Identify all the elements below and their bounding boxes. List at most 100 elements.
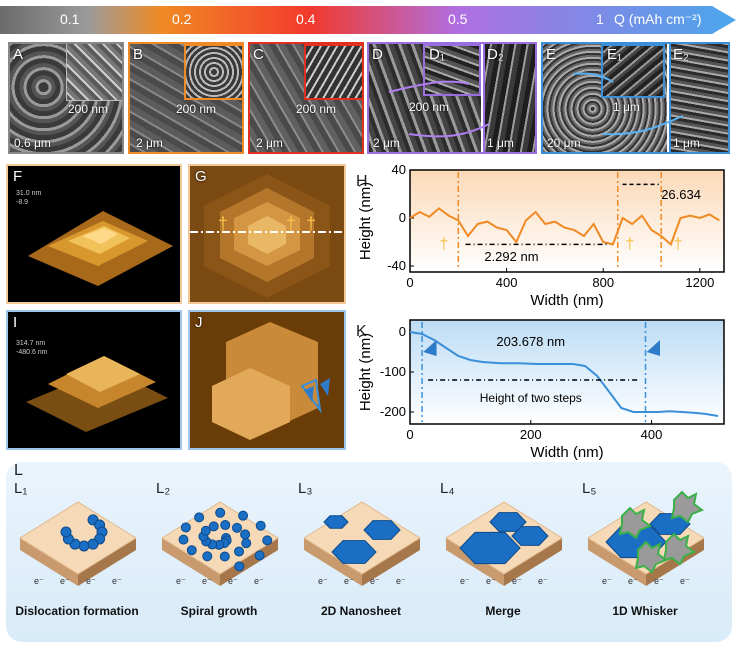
li-atom-sphere <box>200 525 211 536</box>
sem-panel-a: A 200 nm 0.6 μm <box>8 42 124 154</box>
merged-hexagon <box>459 531 521 565</box>
afm-3d-surface-i <box>26 356 168 432</box>
electron-label: e⁻ <box>60 576 70 586</box>
li-atom-sphere <box>241 538 252 549</box>
step-id-5: L₅ <box>582 480 597 497</box>
q-tick-3: 0.4 <box>296 11 316 27</box>
whisker-dendrite <box>634 540 669 574</box>
panel-letter-f: F <box>13 168 23 185</box>
li-atom-sphere <box>234 546 245 557</box>
chart-h: H 0 400 800 1200 40 0 -40 Width (nm) Height (nm) 2… <box>352 162 732 309</box>
d-arrows <box>388 80 490 138</box>
step-width-label: 2.292 nm <box>484 249 538 264</box>
substrate-side-left <box>304 538 362 586</box>
electron-label: e⁻ <box>344 576 354 586</box>
substrate-side-right <box>220 538 278 586</box>
panel-letter-j: J <box>195 314 203 331</box>
li-atom-sphere <box>234 561 245 572</box>
li-atom-sphere <box>232 522 243 533</box>
scale-bar-e: 20 μm <box>547 136 581 150</box>
inset-scale-a: 200 nm <box>68 102 109 116</box>
substrate-top <box>19 501 137 575</box>
scale-bar-a: 0.6 μm <box>14 136 51 150</box>
y-tick-label: -200 <box>380 404 406 419</box>
afm-i-z-max: 314.7 nm <box>16 340 46 347</box>
x-tick-label: 0 <box>406 275 413 290</box>
li-atom-sphere <box>78 540 90 552</box>
inset-d1 <box>423 44 481 96</box>
q-unit-label: Q (mAh cm⁻²) <box>614 11 702 27</box>
electron-label: e⁻ <box>254 576 264 586</box>
electron-label: e⁻ <box>228 576 238 586</box>
whisker-dendrite <box>662 532 697 566</box>
inset-b <box>184 44 242 100</box>
li-atom-sphere <box>220 520 231 531</box>
q-tick-4: 0.5 <box>448 11 468 27</box>
inset-scale-b: 200 nm <box>176 102 217 116</box>
electron-label: e⁻ <box>512 576 522 586</box>
step-marker-1 <box>423 340 437 356</box>
scale-bar-e2: 1 μm <box>673 136 700 150</box>
panel-letter-c: C <box>253 46 264 63</box>
li-atom-sphere <box>238 510 249 521</box>
schematic-l: L e⁻ e⁻ e⁻ e⁻ e⁻ e⁻ e⁻ e⁻ e⁻ e⁻ e⁻ e⁻ e⁻ e⁻ e⁻ e⁻ e⁻ e⁻ e⁻… <box>6 462 732 642</box>
x-tick-label: 1200 <box>685 275 714 290</box>
afm-panel-f: F 31.0 nm -8.9 <box>6 164 182 304</box>
series-line <box>409 207 720 247</box>
x-tick-label: 400 <box>641 427 663 442</box>
dagger-marker: † <box>625 236 634 253</box>
afm-f-z-min: -8.9 <box>16 199 29 206</box>
li-atom-sphere <box>254 550 265 561</box>
dagger-marker: † <box>439 236 448 253</box>
x-tick-label: 800 <box>592 275 614 290</box>
step-marker-2 <box>646 340 660 356</box>
y-tick-label: -100 <box>380 364 406 379</box>
x-tick-label: 400 <box>496 275 518 290</box>
nanosheet-hexagon <box>363 520 401 540</box>
q-tick-5: 1 <box>596 11 604 27</box>
electron-label: e⁻ <box>486 576 496 586</box>
li-atom-sphere <box>87 538 99 550</box>
scale-bar-b: 2 μm <box>136 136 163 150</box>
schematic-svg: e⁻ e⁻ e⁻ e⁻ e⁻ e⁻ e⁻ e⁻ e⁻ e⁻ e⁻ e⁻ e⁻ e⁻ e⁻ e⁻ e⁻ e⁻ e⁻ e⁻ <box>19 490 705 586</box>
step-width-label: 203.678 nm <box>496 334 565 349</box>
series-line <box>409 331 719 417</box>
li-atom-sphere <box>219 551 230 562</box>
electron-label: e⁻ <box>176 576 186 586</box>
plot-area <box>409 169 725 273</box>
afm-panel-j: J <box>188 310 346 450</box>
electron-label: e⁻ <box>654 576 664 586</box>
e2-image <box>669 44 728 152</box>
panel-letter-a: A <box>13 46 24 63</box>
inset-c <box>304 44 362 100</box>
inset-e1 <box>601 44 665 98</box>
scale-bar-c: 2 μm <box>256 136 283 150</box>
caption-dislocation: Dislocation formation <box>15 604 139 618</box>
d2-image <box>483 44 535 152</box>
q-tick-1: 0.1 <box>60 11 80 27</box>
panel-letter-e: E <box>546 46 557 63</box>
two-steps-note: Height of two steps <box>480 391 582 405</box>
step-height-label: 26.634 <box>661 187 701 202</box>
electron-label: e⁻ <box>538 576 548 586</box>
electron-label: e⁻ <box>318 576 328 586</box>
panel-letter-d1: D₁ <box>429 46 445 63</box>
inset-scale-d: 200 nm <box>409 100 450 114</box>
dagger-marker-3: † <box>306 214 317 234</box>
electron-label: e⁻ <box>112 576 122 586</box>
substrate-side-left <box>588 538 646 586</box>
substrate-side-right <box>78 538 136 586</box>
caption-merge: Merge <box>485 604 521 618</box>
li-atom-sphere <box>202 551 213 562</box>
caption-spiral: Spiral growth <box>180 604 258 618</box>
chart-k-svg: K 0 200 400 0 -100 -200 Width (nm) Height (nm) 20… <box>356 319 725 461</box>
merged-hexagon <box>511 526 549 546</box>
electron-label: e⁻ <box>396 576 406 586</box>
sem-panel-e: E E₁ E₂ 1 μm 20 μm 1 μm <box>541 42 730 154</box>
panel-letter-g: G <box>195 168 207 185</box>
li-atom-sphere <box>215 507 226 518</box>
afm-3d-surface-f <box>28 211 173 286</box>
electron-label: e⁻ <box>202 576 212 586</box>
electron-label: e⁻ <box>628 576 638 586</box>
